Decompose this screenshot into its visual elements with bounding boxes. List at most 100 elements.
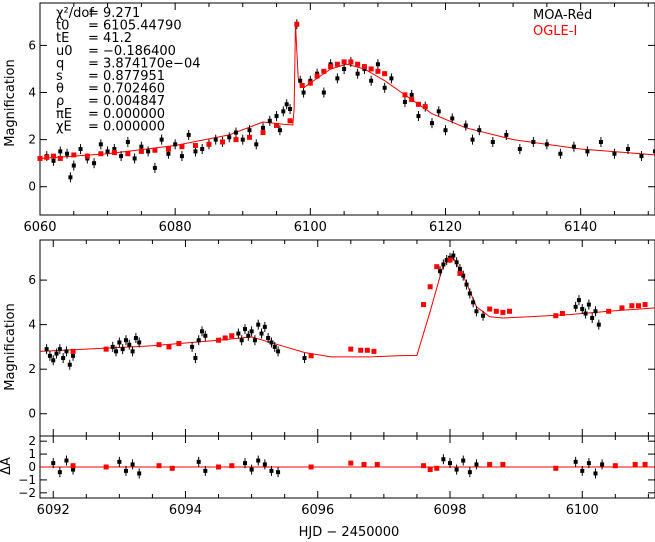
param-value: = 9.271 xyxy=(88,6,140,21)
moa-point xyxy=(123,338,128,343)
ogle-point xyxy=(371,348,377,354)
moa-point xyxy=(213,137,218,142)
moa-point xyxy=(64,458,69,463)
moa-point xyxy=(132,156,137,161)
moa-point xyxy=(227,135,232,140)
ogle-point xyxy=(619,305,625,311)
moa-point xyxy=(71,163,76,168)
moa-point xyxy=(114,349,119,354)
moa-point xyxy=(448,461,452,466)
x-tick-label: 6092 xyxy=(37,503,70,518)
ogle-point xyxy=(166,344,172,350)
param-value: = 6105.44790 xyxy=(88,19,182,34)
ogle-point xyxy=(355,61,361,67)
y-tick-label: 2 xyxy=(28,133,36,147)
ogle-point xyxy=(165,146,171,152)
moa-point xyxy=(375,62,380,67)
moa-point xyxy=(146,149,151,154)
moa-point xyxy=(471,300,476,305)
moa-point xyxy=(252,338,257,343)
moa-point xyxy=(586,302,591,307)
moa-point xyxy=(477,128,482,133)
x-tick-label: 6080 xyxy=(159,220,192,235)
moa-point xyxy=(474,462,479,467)
ylabel-top: Magnification xyxy=(3,59,18,147)
moa-point xyxy=(236,331,241,336)
ogle-point xyxy=(260,130,266,136)
ogle-point xyxy=(308,353,314,359)
ogle-point xyxy=(375,68,381,74)
moa-point xyxy=(573,304,578,309)
ogle-point xyxy=(487,306,493,312)
moa-point xyxy=(653,149,655,154)
x-tick-label: 6060 xyxy=(23,220,56,235)
param-name: πE xyxy=(56,107,72,122)
moa-point xyxy=(117,340,122,345)
ogle-point xyxy=(402,92,408,98)
ogle-point xyxy=(307,80,313,86)
moa-point xyxy=(580,307,585,312)
ogle-point xyxy=(169,465,175,471)
moa-point xyxy=(190,344,195,349)
ogle-point xyxy=(348,59,354,65)
ogle-point xyxy=(642,302,648,308)
param-value: = 0.000000 xyxy=(88,107,165,122)
moa-point xyxy=(335,76,340,81)
param-value: = −0.186400 xyxy=(88,44,176,59)
moa-point xyxy=(259,331,264,336)
moa-point xyxy=(267,118,272,123)
ogle-point xyxy=(635,303,641,309)
ogle-point xyxy=(358,347,364,353)
moa-point xyxy=(159,137,164,142)
ogle-point xyxy=(348,346,354,352)
moa-point xyxy=(321,90,326,95)
moa-point xyxy=(625,147,630,152)
ylabel-middle: Magnification xyxy=(3,303,18,391)
moa-point xyxy=(369,78,374,83)
moa-point xyxy=(342,66,347,71)
moa-point xyxy=(54,351,59,356)
moa-point xyxy=(239,338,244,343)
moa-point xyxy=(65,151,70,156)
ogle-point xyxy=(192,143,198,149)
moa-point xyxy=(451,253,456,258)
ogle-point xyxy=(294,21,300,27)
moa-point xyxy=(586,461,591,466)
moa-point xyxy=(441,457,446,462)
moa-point xyxy=(639,154,644,159)
moa-point xyxy=(272,344,277,349)
moa-point xyxy=(544,142,549,147)
x-tick-label: 6096 xyxy=(301,503,334,518)
moa-point xyxy=(298,78,303,83)
x-tick-label: 6120 xyxy=(429,220,462,235)
ogle-point xyxy=(421,302,427,308)
panel-top: 6060 6080 6100 6120 6140 0 2 4 6 xyxy=(23,2,655,235)
moa-point xyxy=(558,151,563,156)
moa-point xyxy=(598,139,603,144)
param-value: = 0.004847 xyxy=(88,94,165,109)
ogle-point xyxy=(368,66,374,72)
moa-point xyxy=(193,149,198,154)
moa-point xyxy=(444,258,449,263)
moa-point xyxy=(467,291,472,296)
ogle-point xyxy=(553,313,559,319)
moa-point xyxy=(71,467,76,472)
moa-point xyxy=(179,154,184,159)
moa-point xyxy=(436,109,441,114)
moa-point xyxy=(117,459,122,464)
moa-point xyxy=(68,175,73,180)
param-name: s xyxy=(56,69,63,84)
param-value: = 0.702460 xyxy=(88,82,165,97)
moa-point xyxy=(125,139,130,144)
xlabel: HJD − 2450000 xyxy=(299,525,400,540)
ogle-point xyxy=(156,463,162,469)
moa-point xyxy=(261,125,266,130)
moa-point xyxy=(470,137,475,142)
moa-point xyxy=(247,128,252,133)
ogle-point xyxy=(206,141,212,147)
ogle-point xyxy=(216,464,222,470)
moa-point xyxy=(78,147,83,152)
moa-point xyxy=(612,151,617,156)
